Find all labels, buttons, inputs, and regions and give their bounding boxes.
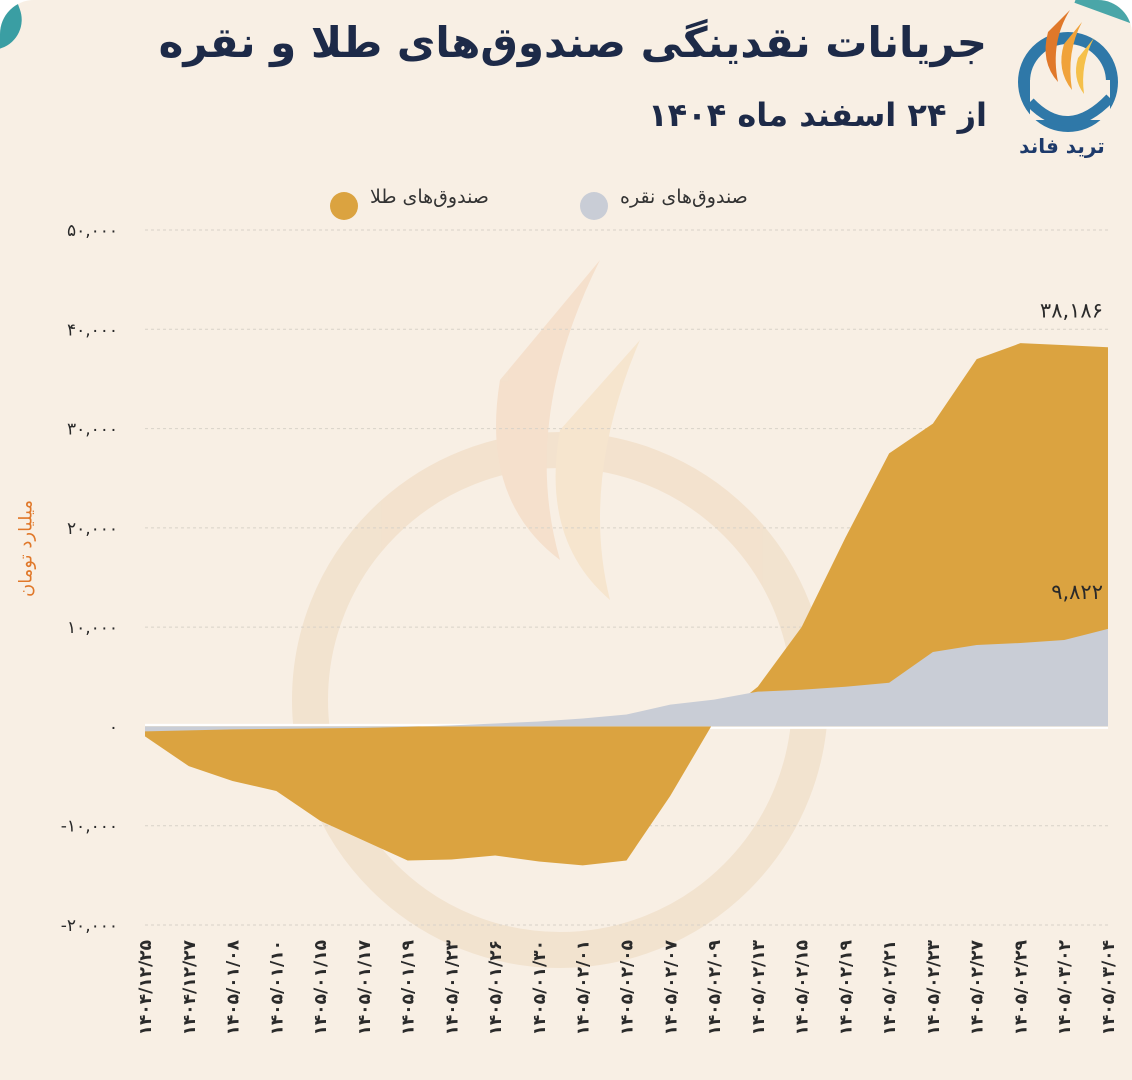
chart-areas xyxy=(145,343,1108,866)
value-labels: ۳۸,۱۸۶ ۹,۸۲۲ xyxy=(1040,298,1103,604)
legend-label-gold: صندوق‌های طلا xyxy=(370,186,489,208)
x-tick-label-17: ۱۴۰۵/۰۲/۲۱ xyxy=(880,940,900,1035)
brand-name: ترید فاند xyxy=(1019,134,1105,158)
x-tick-label-2: ۱۴۰۵/۰۱/۰۸ xyxy=(224,939,244,1035)
y-tick-label-4: ۱۰,۰۰۰ xyxy=(67,618,118,638)
chart-subtitle: از ۲۴ اسفند ماه ۱۴۰۴ xyxy=(648,96,987,134)
x-tick-label-6: ۱۴۰۵/۰۱/۱۹ xyxy=(399,939,419,1035)
legend-item-gold: صندوق‌های طلا xyxy=(330,182,550,222)
x-tick-label-20: ۱۴۰۵/۰۲/۲۹ xyxy=(1011,939,1031,1035)
legend-label-silver: صندوق‌های نقره xyxy=(620,186,748,208)
x-tick-label-19: ۱۴۰۵/۰۲/۲۷ xyxy=(968,939,988,1035)
y-tick-label-5: ۰ xyxy=(109,717,118,737)
y-tick-label-2: ۳۰,۰۰۰ xyxy=(67,420,118,440)
x-tick-label-3: ۱۴۰۵/۰۱/۱۰ xyxy=(267,940,287,1035)
x-tick-label-0: ۱۴۰۴/۱۲/۲۵ xyxy=(136,940,156,1035)
x-tick-label-9: ۱۴۰۵/۰۱/۳۰ xyxy=(530,940,550,1035)
legend-swatch-silver xyxy=(580,192,608,220)
y-tick-label-1: ۴۰,۰۰۰ xyxy=(67,320,118,340)
end-value-label-1: ۹,۸۲۲ xyxy=(1051,580,1103,604)
x-tick-label-22: ۱۴۰۵/۰۳/۰۴ xyxy=(1099,940,1119,1035)
y-axis-label: میلیارد تومان xyxy=(15,499,37,598)
x-tick-label-16: ۱۴۰۵/۰۲/۱۹ xyxy=(836,939,856,1035)
end-value-label-0: ۳۸,۱۸۶ xyxy=(1040,298,1103,322)
y-tick-label-3: ۲۰,۰۰۰ xyxy=(67,519,118,539)
x-tick-label-1: ۱۴۰۴/۱۲/۲۷ xyxy=(180,939,200,1035)
x-tick-label-12: ۱۴۰۵/۰۲/۰۷ xyxy=(661,939,681,1035)
x-tick-label-10: ۱۴۰۵/۰۲/۰۱ xyxy=(574,940,594,1035)
x-tick-label-15: ۱۴۰۵/۰۲/۱۵ xyxy=(793,940,813,1035)
x-axis: ۱۴۰۴/۱۲/۲۵ ۱۴۰۴/۱۲/۲۷ ۱۴۰۵/۰۱/۰۸ ۱۴۰۵/۰۱/۱۰… xyxy=(136,939,1119,1035)
y-axis: ۵۰,۰۰۰ ۴۰,۰۰۰ ۳۰,۰۰۰ ۲۰,۰۰۰ ۱۰,۰۰۰ ۰ -۱۰,۰۰۰ -۲… xyxy=(61,221,118,936)
x-tick-label-4: ۱۴۰۵/۰۱/۱۵ xyxy=(311,940,331,1035)
x-tick-label-14: ۱۴۰۵/۰۲/۱۳ xyxy=(749,939,769,1035)
area-series-0 xyxy=(145,343,1108,866)
x-tick-label-7: ۱۴۰۵/۰۱/۲۳ xyxy=(442,939,462,1035)
x-tick-label-5: ۱۴۰۵/۰۱/۱۷ xyxy=(355,939,375,1035)
y-tick-label-6: -۱۰,۰۰۰ xyxy=(61,817,118,837)
area-series-1 xyxy=(145,628,1108,732)
x-tick-label-13: ۱۴۰۵/۰۲/۰۹ xyxy=(705,939,725,1035)
x-tick-label-11: ۱۴۰۵/۰۲/۰۵ xyxy=(618,940,638,1035)
chart-title: جریانات نقدینگی صندوق‌های طلا و نقره xyxy=(158,18,987,67)
x-tick-label-8: ۱۴۰۵/۰۱/۲۶ xyxy=(486,940,506,1035)
y-tick-label-0: ۵۰,۰۰۰ xyxy=(67,221,118,241)
x-tick-label-18: ۱۴۰۵/۰۲/۲۳ xyxy=(924,939,944,1035)
y-tick-label-7: -۲۰,۰۰۰ xyxy=(61,916,118,936)
brand-logo-icon xyxy=(1018,10,1118,132)
x-tick-label-21: ۱۴۰۵/۰۳/۰۲ xyxy=(1055,939,1075,1035)
legend-item-silver: صندوق‌های نقره xyxy=(580,182,810,222)
legend-swatch-gold xyxy=(330,192,358,220)
